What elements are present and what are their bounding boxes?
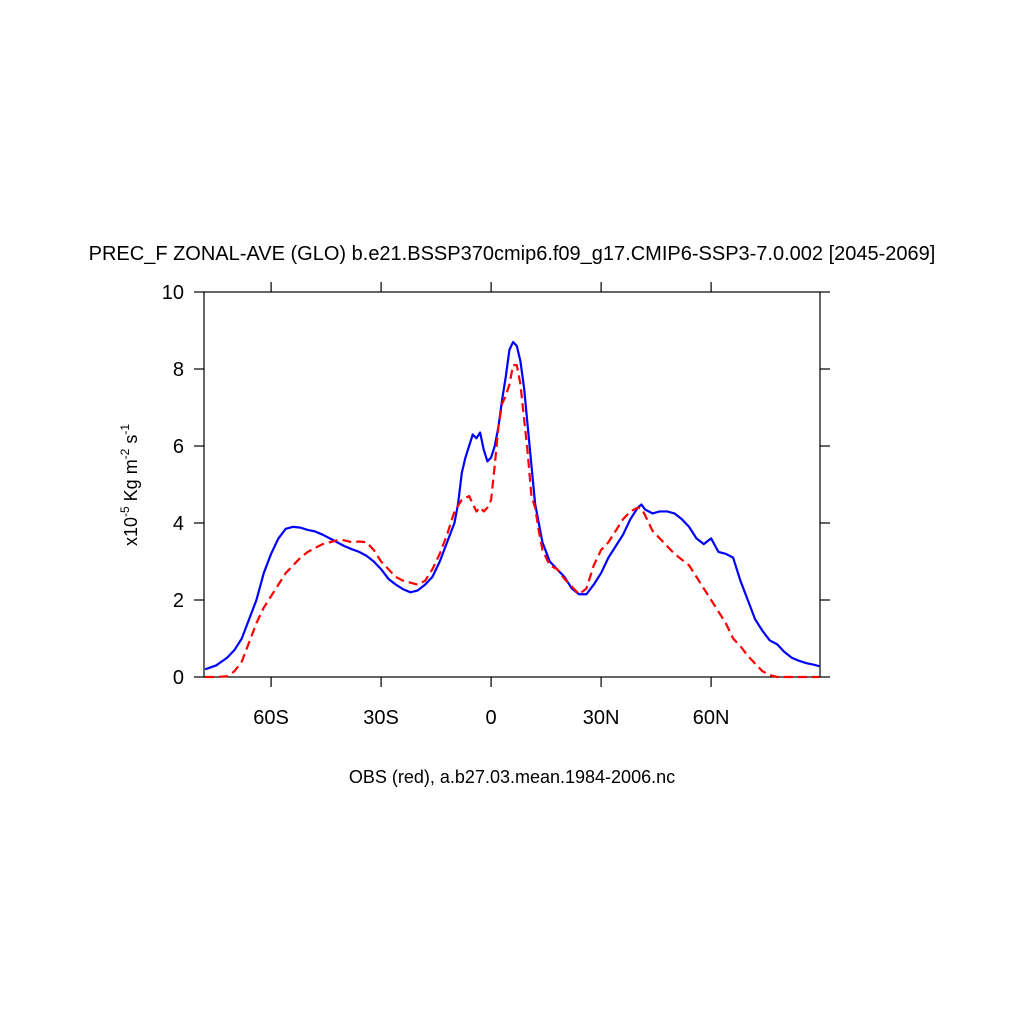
x-tick-label: 30N [583, 707, 620, 729]
y-label-superscript: -5 [118, 506, 132, 517]
x-axis-label: OBS (red), a.b27.03.mean.1984-2006.nc [349, 767, 675, 787]
y-label-superscript: -2 [118, 448, 132, 459]
y-tick-label: 8 [173, 359, 184, 381]
plot-frame [203, 291, 821, 678]
y-axis-label: x10-5 Kg m-2 s-1 [118, 424, 141, 546]
data-line [204, 340, 820, 671]
y-tick-label: 6 [173, 436, 184, 458]
y-label-part: s [121, 435, 141, 449]
data-line [205, 364, 820, 679]
x-tick-label: 0 [486, 707, 497, 729]
chart-title: PREC_F ZONAL-AVE (GLO) b.e21.BSSP370cmip… [89, 243, 936, 265]
y-tick-label: 4 [173, 513, 184, 535]
y-label-part: Kg m [121, 459, 141, 506]
x-tick-label: 60N [693, 707, 730, 729]
y-tick-label: 10 [162, 282, 184, 304]
x-tick-label: 30S [363, 707, 399, 729]
y-tick-label: 0 [173, 667, 184, 689]
y-label-superscript: -1 [118, 424, 132, 435]
y-label-part: x10 [121, 517, 141, 546]
x-tick-label: 60S [253, 707, 289, 729]
y-tick-label: 2 [173, 590, 184, 612]
